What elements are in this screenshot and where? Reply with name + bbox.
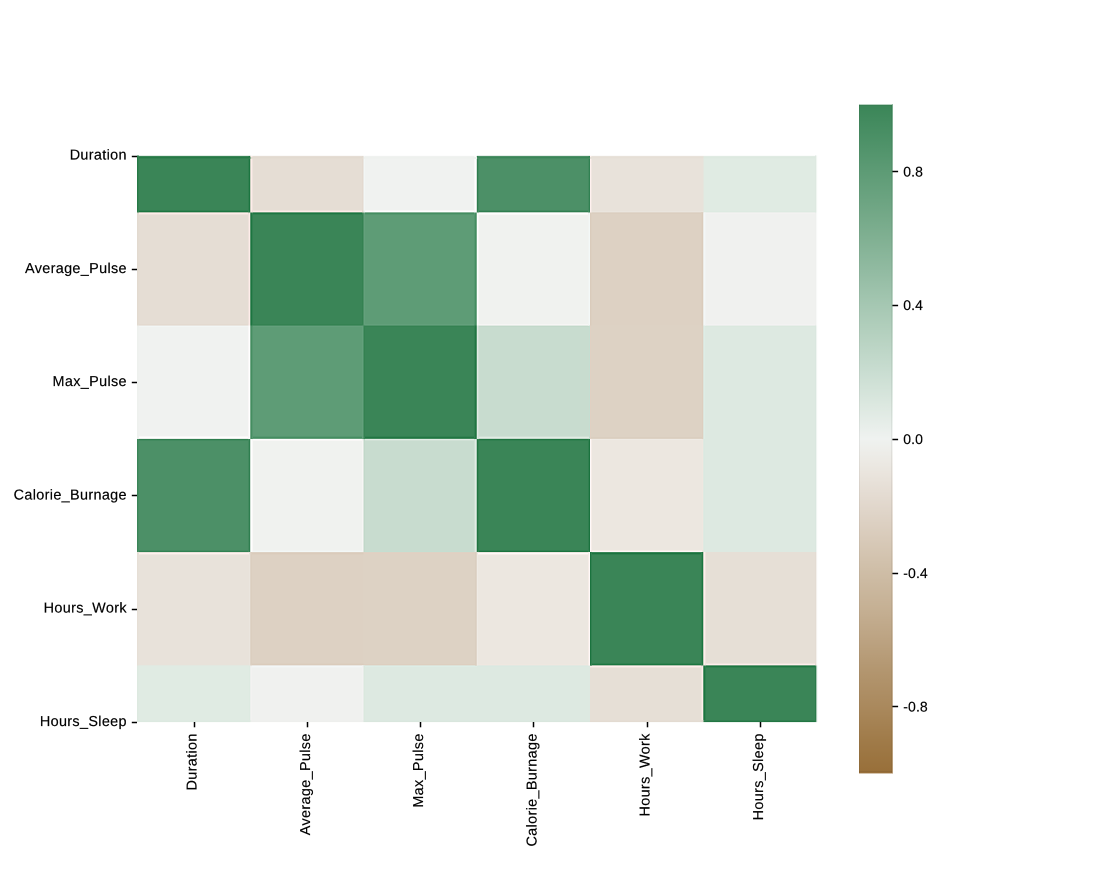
svg-text:Calorie_Burnage: Calorie_Burnage bbox=[14, 487, 127, 503]
svg-text:Duration: Duration bbox=[185, 733, 201, 790]
svg-text:-0.4: -0.4 bbox=[903, 565, 928, 581]
svg-text:Max_Pulse: Max_Pulse bbox=[411, 733, 427, 807]
svg-text:Hours_Sleep: Hours_Sleep bbox=[40, 714, 127, 730]
svg-text:Hours_Work: Hours_Work bbox=[44, 601, 128, 617]
svg-text:Average_Pulse: Average_Pulse bbox=[298, 733, 314, 835]
svg-text:Duration: Duration bbox=[70, 148, 127, 164]
svg-text:0.4: 0.4 bbox=[903, 297, 923, 313]
svg-text:-0.8: -0.8 bbox=[903, 699, 928, 715]
svg-text:Average_Pulse: Average_Pulse bbox=[25, 261, 127, 277]
svg-text:Hours_Sleep: Hours_Sleep bbox=[751, 733, 767, 820]
svg-text:0.0: 0.0 bbox=[903, 431, 923, 447]
svg-text:Calorie_Burnage: Calorie_Burnage bbox=[524, 733, 540, 846]
svg-text:0.8: 0.8 bbox=[903, 163, 923, 179]
svg-text:Max_Pulse: Max_Pulse bbox=[53, 374, 127, 390]
svg-text:Hours_Work: Hours_Work bbox=[638, 733, 654, 817]
